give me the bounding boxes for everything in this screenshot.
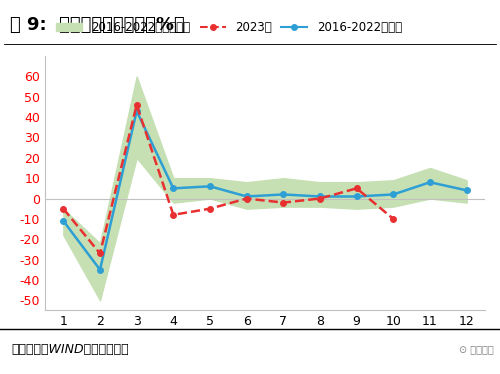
Text: 图 9:  出口环比增速变化（%）: 图 9: 出口环比增速变化（%）: [10, 16, 185, 34]
Text: ⊙ 明察宏观: ⊙ 明察宏观: [459, 344, 494, 354]
Legend: 2016-2022年波动范围, 2023年, 2016-2022年均值: 2016-2022年波动范围, 2023年, 2016-2022年均值: [51, 16, 406, 39]
Text: 资料来源：WIND，财信研究院: 资料来源：WIND，财信研究院: [11, 343, 129, 356]
